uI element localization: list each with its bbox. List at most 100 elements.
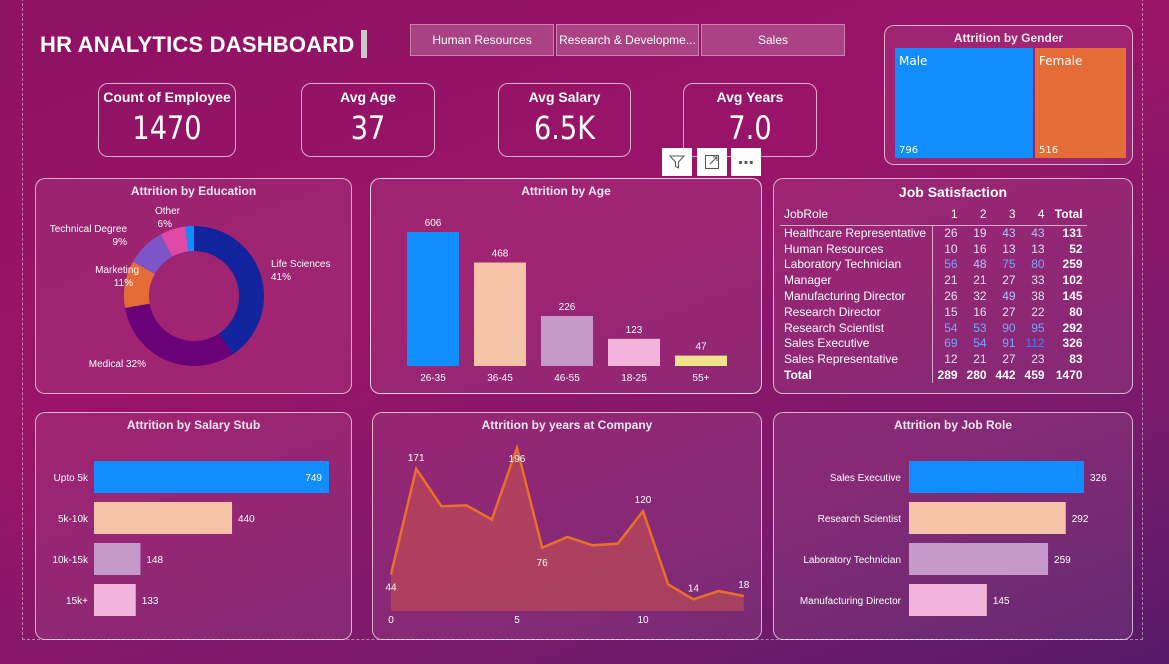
slice-percent: 9% bbox=[113, 237, 128, 248]
x-tick-label: 10 bbox=[637, 615, 649, 626]
job-satisfaction-matrix: JobRole 1 2 3 4 Total Healthcare Representati… bbox=[780, 203, 1087, 383]
total-row: Total 289 280 442 459 1470 bbox=[780, 367, 1087, 383]
bar[interactable] bbox=[909, 461, 1084, 493]
age-bar[interactable] bbox=[541, 316, 593, 366]
column-header[interactable]: 3 bbox=[1008, 206, 1016, 221]
row-label: Human Resources bbox=[780, 240, 934, 257]
title-accent-bar bbox=[361, 30, 367, 58]
cell-value: 280 bbox=[966, 368, 987, 383]
row-label: Sales Executive bbox=[780, 335, 934, 352]
donut-slice[interactable] bbox=[123, 261, 155, 308]
cell-value: 326 bbox=[1062, 336, 1083, 351]
cell-value: 10 bbox=[944, 241, 958, 256]
cell-value: 259 bbox=[1062, 257, 1083, 272]
bar[interactable] bbox=[94, 543, 141, 575]
donut-slice[interactable] bbox=[125, 303, 234, 366]
treemap-male[interactable]: Male 796 bbox=[895, 48, 1033, 158]
cell-value: 33 bbox=[1031, 273, 1045, 288]
slicer-sales[interactable]: Sales bbox=[701, 24, 845, 56]
treemap-female[interactable]: Female 516 bbox=[1035, 48, 1126, 158]
slice-percent: 6% bbox=[158, 219, 173, 230]
kpi-label: Avg Years bbox=[716, 89, 784, 105]
donut-slice[interactable] bbox=[160, 226, 189, 257]
age-bar[interactable] bbox=[608, 338, 660, 366]
cell-value: 112 bbox=[1025, 336, 1045, 351]
row-label: Laboratory Technician bbox=[780, 256, 934, 273]
bar[interactable] bbox=[909, 502, 1066, 534]
treemap-label: Male bbox=[899, 54, 928, 68]
slice-label: Medical 32% bbox=[89, 359, 146, 370]
row-label: Manufacturing Director bbox=[780, 288, 934, 304]
kpi-avg-age: Avg Age 37 bbox=[301, 83, 435, 157]
cell-value: 32 bbox=[973, 289, 987, 304]
treemap-label: Female bbox=[1039, 54, 1083, 68]
data-label: 259 bbox=[1054, 555, 1071, 566]
age-bar[interactable] bbox=[675, 355, 727, 366]
treemap-value: 516 bbox=[1039, 145, 1059, 156]
table-row: Sales Representative 12 21 27 23 83 bbox=[780, 351, 1087, 368]
column-header[interactable]: Total bbox=[1054, 206, 1083, 221]
job-role-bar-chart: Sales Executive 326 Research Scientist 292 L… bbox=[800, 461, 1107, 616]
cell-value: 16 bbox=[973, 304, 987, 319]
slice-percent: 11% bbox=[114, 278, 133, 289]
years-area-chart: 44 171 196 76 120 14 18 0 5 10 bbox=[385, 443, 750, 626]
column-header[interactable]: 4 bbox=[1037, 206, 1045, 221]
slicer-human-resources[interactable]: Human Resources bbox=[410, 24, 554, 56]
donut-slice[interactable] bbox=[185, 226, 194, 252]
x-tick-label: 0 bbox=[388, 615, 394, 626]
bar[interactable] bbox=[909, 584, 987, 616]
category-label: 10k-15k bbox=[52, 555, 89, 566]
salary-bar-chart: Upto 5k 749 5k-10k 440 10k-15k 148 15k+ 133 bbox=[52, 461, 329, 616]
column-header[interactable]: JobRole bbox=[784, 206, 829, 221]
kpi-avg-salary: Avg Salary 6.5K bbox=[498, 83, 631, 157]
panel-title: Attrition by Education bbox=[130, 184, 257, 198]
table-row: Human Resources 10 16 13 13 52 bbox=[780, 240, 1087, 257]
kpi-avg-years: Avg Years 7.0 bbox=[683, 83, 817, 157]
cell-value: 54 bbox=[944, 320, 958, 335]
bar[interactable] bbox=[94, 461, 329, 493]
table-row: Laboratory Technician 56 48 75 80 259 bbox=[780, 256, 1087, 273]
salary-panel: Attrition by Salary Stub Upto 5k 749 5k-10… bbox=[35, 412, 352, 640]
cell-value: 19 bbox=[973, 226, 987, 241]
focus-mode-icon[interactable] bbox=[697, 148, 727, 176]
kpi-value: 6.5K bbox=[533, 109, 596, 147]
cell-value: 145 bbox=[1062, 289, 1083, 304]
category-label: 15k+ bbox=[66, 596, 88, 607]
table-row: Healthcare Representative 26 19 43 43 131 bbox=[780, 225, 1087, 241]
column-header[interactable]: 2 bbox=[979, 206, 987, 221]
cell-value: 91 bbox=[1002, 336, 1016, 351]
cell-value: 21 bbox=[944, 273, 958, 288]
job-satisfaction-panel: Job Satisfaction JobRole 1 2 3 4 Total Health… bbox=[773, 178, 1133, 394]
kpi-value: 1470 bbox=[132, 109, 202, 147]
data-label: 76 bbox=[537, 558, 549, 569]
education-panel: Attrition by Education Life Sciences 41% M… bbox=[35, 178, 352, 394]
slice-label: Other bbox=[155, 206, 181, 217]
cell-value: 83 bbox=[1069, 352, 1083, 367]
age-bar[interactable] bbox=[474, 262, 526, 366]
kpi-label: Avg Salary bbox=[528, 89, 601, 105]
age-bar[interactable] bbox=[407, 232, 459, 366]
slicer-research-development[interactable]: Research & Developme... bbox=[556, 24, 699, 56]
cell-value: 52 bbox=[1069, 241, 1083, 256]
row-label: Total bbox=[780, 367, 934, 383]
cell-value: 26 bbox=[944, 289, 958, 304]
kpi-value: 37 bbox=[350, 109, 386, 147]
bar[interactable] bbox=[94, 584, 136, 616]
data-label: 468 bbox=[492, 249, 509, 260]
cell-value: 23 bbox=[1031, 352, 1045, 367]
area-fill bbox=[391, 448, 744, 611]
bar[interactable] bbox=[94, 502, 233, 534]
column-header[interactable]: 1 bbox=[950, 206, 958, 221]
bar[interactable] bbox=[909, 543, 1049, 575]
data-label: 18 bbox=[738, 580, 750, 591]
donut-slice[interactable] bbox=[194, 226, 264, 355]
donut-slice[interactable] bbox=[133, 234, 173, 274]
filter-icon[interactable] bbox=[662, 148, 692, 176]
cell-value: 38 bbox=[1031, 289, 1045, 304]
category-label: Research Scientist bbox=[818, 514, 902, 525]
cell-value: 442 bbox=[995, 368, 1016, 383]
more-options-icon[interactable]: ⋯ bbox=[731, 148, 761, 176]
x-tick-label: 55+ bbox=[693, 373, 710, 384]
x-tick-label: 5 bbox=[514, 615, 520, 626]
series-line bbox=[389, 443, 745, 601]
